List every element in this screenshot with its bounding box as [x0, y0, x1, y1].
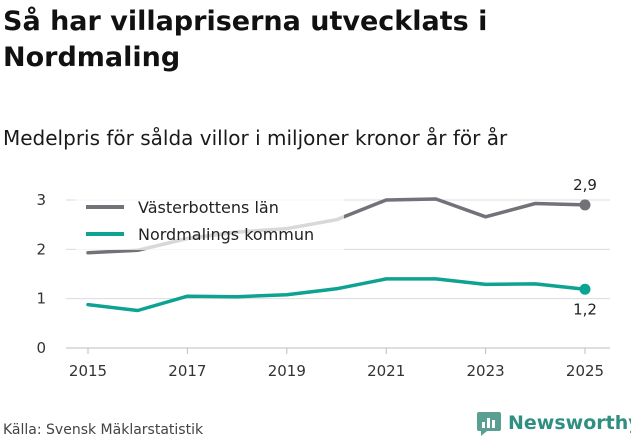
- x-tick-label-2015: 2015: [69, 362, 107, 380]
- legend: Västerbottens län Nordmalings kommun: [76, 192, 344, 250]
- x-axis-ticks: 2015 2017 2019 2021 2023 2025: [69, 348, 604, 380]
- legend-background: [76, 192, 344, 250]
- series-end-point-1: [579, 283, 591, 295]
- brand-logo: Newsworthy: [476, 408, 631, 438]
- end-labels: 2,9 1,2: [573, 176, 597, 318]
- y-tick-label-0: 0: [36, 339, 46, 357]
- end-value-label-1: 1,2: [573, 300, 597, 318]
- source-note: Källa: Svensk Mäklarstatistik: [3, 422, 204, 438]
- series-line-1: [86, 277, 587, 313]
- x-tick-label-2023: 2023: [467, 362, 505, 380]
- legend-label-0: Västerbottens län: [138, 198, 279, 217]
- newsworthy-logo-icon: [477, 412, 501, 436]
- y-tick-label-3: 3: [36, 191, 46, 209]
- series-end-point-0: [579, 199, 591, 211]
- x-tick-label-2019: 2019: [268, 362, 306, 380]
- y-tick-label-1: 1: [36, 290, 46, 308]
- legend-label-1: Nordmalings kommun: [138, 225, 314, 244]
- x-tick-label-2025: 2025: [566, 362, 604, 380]
- end-value-label-0: 2,9: [573, 176, 597, 194]
- chart-title: Så har villapriserna utvecklats i Nordma…: [3, 6, 488, 73]
- line-chart: 2015 2017 2019 2021 2023 2025 0 1 2 3 Västerbott…: [36, 176, 610, 380]
- x-tick-label-2021: 2021: [367, 362, 405, 380]
- brand-name: Newsworthy: [508, 412, 631, 434]
- y-tick-label-2: 2: [36, 240, 46, 258]
- y-axis-labels: 0 1 2 3: [36, 191, 46, 357]
- x-tick-label-2017: 2017: [168, 362, 206, 380]
- chart-subtitle: Medelpris för sålda villor i miljoner kr…: [3, 126, 508, 150]
